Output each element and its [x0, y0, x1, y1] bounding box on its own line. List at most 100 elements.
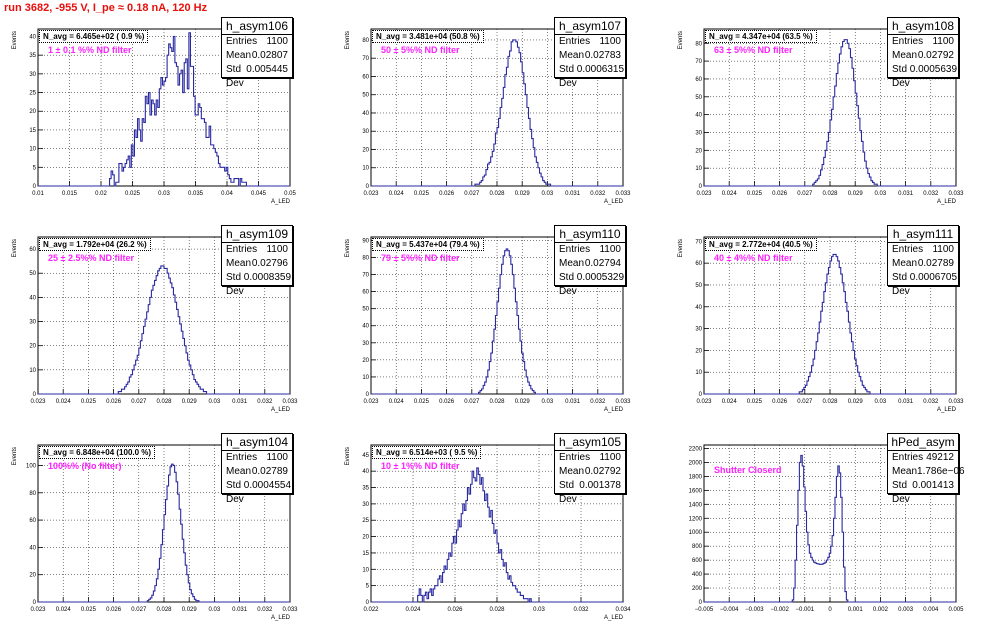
stats-row-entries: Entries 1100	[555, 243, 625, 257]
x-tick-label: 0.023	[363, 191, 379, 197]
stats-title: h_asym111	[888, 226, 958, 243]
x-axis-label: A_LED	[271, 199, 291, 205]
histogram-svg: 0.01 0.015 0.02 0.025 0.03 0.035 0.04 0.045 0.05…	[12, 28, 296, 205]
filter-label: 40 ± 4%% ND filter	[714, 253, 793, 263]
stats-label: Entries	[559, 244, 591, 255]
x-tick-label: 0.033	[615, 191, 631, 197]
x-tick-label: 0.025	[414, 191, 430, 197]
y-tick-label: 30	[29, 72, 36, 78]
y-tick-label: 60	[695, 77, 702, 83]
y-tick-label: 40	[362, 111, 369, 117]
histogram-panel-h_asym104: 0.023 0.024 0.025 0.026 0.027 0.028 0.029 0.03 0…	[0, 420, 333, 628]
stats-label: Entries	[226, 452, 258, 463]
y-tick-label: 0	[699, 184, 703, 190]
y-tick-label: 25	[362, 518, 369, 524]
y-tick-label: 5	[366, 584, 370, 590]
navg-label: N_avg = 1.792e+04 (26.2 %)	[39, 238, 151, 251]
histogram-svg: 0.023 0.024 0.025 0.026 0.027 0.028 0.029 0.03 0…	[12, 444, 298, 621]
stats-label: Entries	[892, 452, 924, 463]
x-tick-label: 0.045	[251, 191, 267, 197]
x-tick-label: 0.033	[615, 399, 631, 405]
x-tick-label: 0.026	[106, 607, 122, 613]
x-axis-label: A_LED	[604, 199, 624, 205]
histogram-line	[38, 463, 290, 603]
y-axis-label: Events	[12, 447, 18, 465]
stats-row-mean: Mean 0.02789	[222, 465, 292, 479]
stats-title: h_asym110	[555, 226, 625, 243]
y-tick-label: 50	[362, 307, 369, 313]
y-tick-label: 200	[692, 586, 703, 592]
y-tick-label: 0	[699, 392, 703, 398]
x-tick-label: 0.023	[30, 607, 46, 613]
y-axis-label: Events	[12, 31, 18, 49]
stats-box: h_asym107 Entries 1100 Mean 0.02783 Std Dev 0.…	[554, 17, 626, 89]
filter-label: 100%% (No filter)	[48, 461, 122, 471]
stats-label: Mean	[226, 258, 252, 269]
y-tick-label: 1000	[689, 530, 703, 536]
y-tick-label: 20	[29, 573, 36, 579]
stats-value: 0.02792	[917, 50, 954, 61]
stats-value: 1100	[932, 36, 954, 47]
y-tick-label: 90	[362, 238, 369, 244]
y-tick-label: 1600	[689, 488, 703, 494]
x-axis-label: A_LED	[937, 407, 957, 413]
stats-label: Entries	[559, 36, 591, 47]
x-tick-label: 0.032	[573, 607, 589, 613]
stats-label: Std Dev	[226, 480, 244, 505]
stats-value: 0.02792	[584, 466, 621, 477]
filter-label: 79 ± 5%% ND filter	[381, 253, 460, 263]
x-tick-label: 0.023	[30, 399, 46, 405]
x-tick-label: 0.002	[873, 607, 889, 613]
x-tick-label: 0.031	[565, 191, 581, 197]
x-tick-label: 0.028	[489, 399, 505, 405]
stats-value: 0.02796	[251, 258, 288, 269]
y-axis-label: Events	[12, 239, 18, 257]
y-tick-label: 70	[695, 59, 702, 65]
x-tick-label: 0.031	[898, 399, 914, 405]
histogram-line	[704, 253, 956, 395]
filter-label: 1 ± 0.1 %% ND filter	[48, 45, 132, 55]
x-tick-label: 0.025	[414, 399, 430, 405]
stats-row-std: Std Dev 0.001378	[555, 479, 625, 505]
y-tick-label: 70	[695, 239, 702, 245]
y-tick-label: 60	[362, 74, 369, 80]
stats-value: 0.02807	[251, 50, 288, 61]
histogram-panel-h_asym109: 0.023 0.024 0.025 0.026 0.027 0.028 0.029 0.03 0…	[0, 212, 333, 420]
y-tick-label: 40	[362, 324, 369, 330]
x-tick-label: 0.024	[389, 399, 405, 405]
histogram-panel-h_asym106: 0.01 0.015 0.02 0.025 0.03 0.035 0.04 0.045 0.05…	[0, 4, 333, 212]
histogram-line	[704, 39, 956, 187]
x-tick-label: 0.03	[542, 191, 554, 197]
x-tick-label: 0.028	[822, 399, 838, 405]
stats-label: Entries	[892, 244, 924, 255]
histogram-panel-h_asym111: 0.023 0.024 0.025 0.026 0.027 0.028 0.029 0.03 0…	[666, 212, 998, 420]
stats-row-entries: Entries 1100	[888, 35, 958, 49]
x-tick-label: 0.035	[188, 191, 204, 197]
x-tick-label: 0.028	[489, 607, 505, 613]
x-tick-label: 0.023	[363, 399, 379, 405]
stats-title: h_asym108	[888, 18, 958, 35]
stats-row-std: Std Dev 0.0004554	[222, 479, 292, 505]
histogram-line	[38, 32, 290, 187]
x-axis-label: A_LED	[604, 615, 624, 621]
y-tick-label: 20	[695, 148, 702, 154]
histogram-line	[704, 454, 956, 603]
y-tick-label: 0	[33, 600, 37, 606]
stats-label: Std Dev	[226, 272, 244, 297]
filter-label: 50 ± 5%% ND filter	[381, 45, 460, 55]
y-tick-label: 40	[695, 113, 702, 119]
stats-row-mean: Mean 0.02792	[888, 49, 958, 63]
stats-label: Entries	[226, 244, 258, 255]
x-tick-label: 0.034	[615, 607, 631, 613]
stats-label: Mean	[559, 50, 585, 61]
navg-label: N_avg = 6.465e+02 ( 0.9 %)	[39, 30, 149, 43]
stats-row-std: Std Dev 0.001413	[888, 479, 958, 505]
stats-row-mean: Mean 0.02794	[555, 257, 625, 271]
y-tick-label: 60	[29, 247, 36, 253]
stats-row-entries: Entries 1100	[555, 35, 625, 49]
stats-value: 0.0005329	[576, 272, 625, 283]
stats-label: Mean	[892, 466, 918, 477]
x-tick-label: 0.027	[797, 399, 813, 405]
stats-row-std: Std Dev 0.0008359	[222, 271, 292, 297]
y-tick-label: 50	[695, 95, 702, 101]
